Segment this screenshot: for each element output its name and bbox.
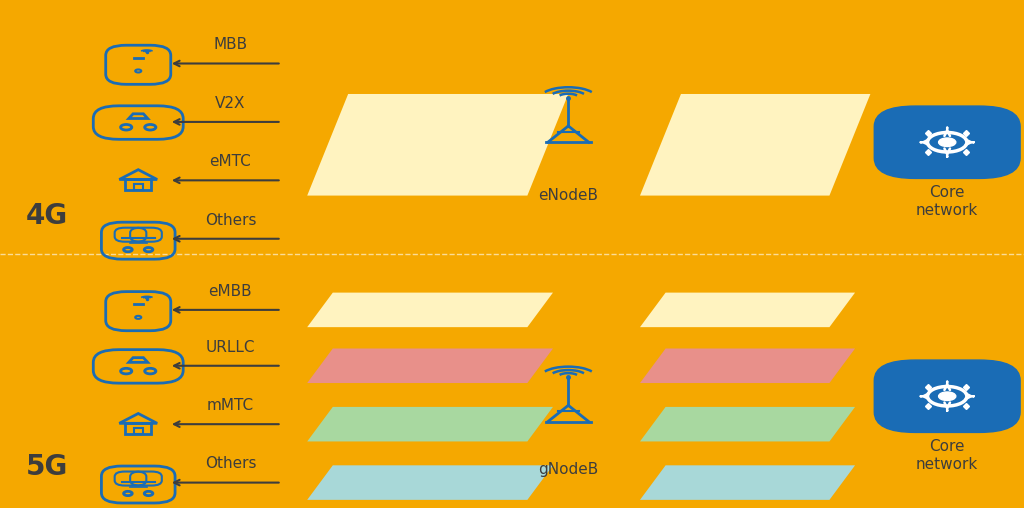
Bar: [134, 428, 142, 433]
Polygon shape: [640, 348, 855, 383]
Bar: [125, 179, 152, 189]
Text: Core
network: Core network: [916, 439, 978, 472]
Text: mMTC: mMTC: [207, 398, 254, 413]
Polygon shape: [307, 293, 553, 327]
FancyBboxPatch shape: [874, 106, 1020, 178]
Text: eMTC: eMTC: [210, 154, 251, 169]
Polygon shape: [307, 94, 568, 196]
Polygon shape: [307, 465, 553, 500]
Text: Others: Others: [205, 456, 256, 471]
Circle shape: [939, 392, 955, 400]
Bar: [134, 184, 142, 189]
Text: Core
network: Core network: [916, 185, 978, 218]
Bar: [125, 423, 152, 433]
Polygon shape: [640, 465, 855, 500]
Text: gNodeB: gNodeB: [539, 462, 598, 478]
Polygon shape: [307, 348, 553, 383]
Text: V2X: V2X: [215, 96, 246, 111]
Text: 4G: 4G: [26, 202, 68, 230]
Polygon shape: [307, 407, 553, 441]
Text: eNodeB: eNodeB: [539, 188, 598, 203]
Text: eMBB: eMBB: [209, 283, 252, 299]
Polygon shape: [640, 94, 870, 196]
Text: URLLC: URLLC: [206, 339, 255, 355]
Polygon shape: [640, 407, 855, 441]
Polygon shape: [640, 293, 855, 327]
Text: Others: Others: [205, 212, 256, 228]
Text: 5G: 5G: [26, 453, 68, 482]
Text: MBB: MBB: [213, 37, 248, 52]
FancyBboxPatch shape: [874, 360, 1020, 432]
Circle shape: [939, 138, 955, 146]
